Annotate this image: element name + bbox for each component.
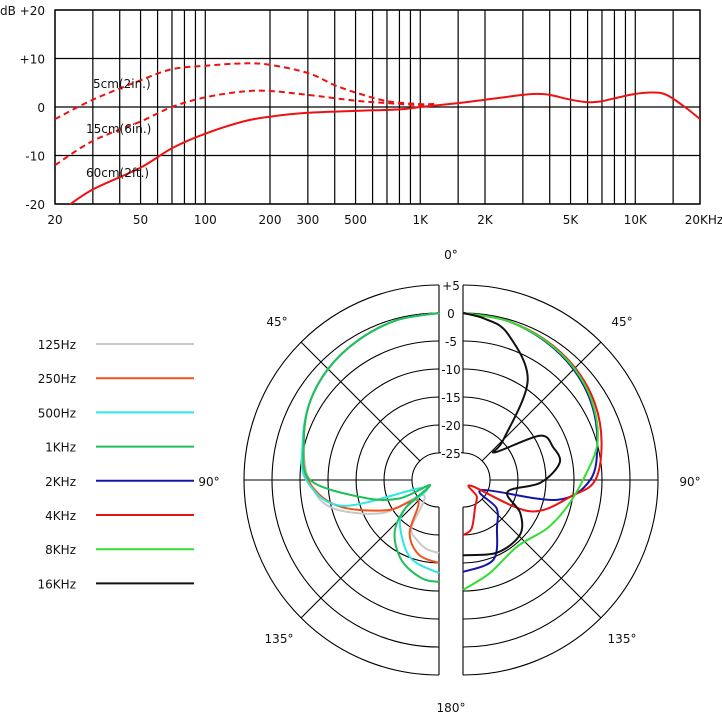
x-tick-label: 2K [477, 213, 494, 227]
r-tick-label: +5 [442, 279, 460, 293]
label-bg [441, 334, 461, 349]
x-tick-label: 20 [47, 213, 62, 227]
plot-frame [54, 9, 701, 205]
x-tick-label: 1K [413, 213, 430, 227]
r-tick-label: -10 [441, 363, 461, 377]
angle-label-lower_left: 135° [265, 632, 294, 646]
legend-label: 4KHz [45, 509, 76, 523]
series-line-5cm(2in.) [55, 62, 438, 120]
y-tick-label: -20 [25, 198, 45, 212]
label-bg [441, 418, 461, 433]
radial-line-left-135 [300, 498, 421, 619]
label-bg [441, 306, 461, 321]
legend-label: 8KHz [45, 543, 76, 557]
polar-series-500Hz [300, 312, 440, 575]
x-tick-label: 5K [563, 213, 580, 227]
polar-series-250Hz [302, 312, 440, 564]
r-tick-label: -25 [441, 447, 461, 461]
label-bg [441, 278, 461, 293]
series-line-60cm(2ft.) [68, 91, 700, 204]
r-tick-label: -20 [441, 419, 461, 433]
legend-label: 1KHz [45, 441, 76, 455]
series-label: 60cm(2ft.) [86, 166, 149, 180]
label-bg [441, 362, 461, 377]
angle-label-upper_left: 45° [266, 315, 287, 329]
legend-label: 250Hz [38, 372, 76, 386]
legend-label: 125Hz [38, 338, 76, 352]
angle-label-left: 90° [198, 475, 219, 489]
y-tick-label: +20 [20, 4, 45, 18]
y-axis-label: dB [0, 4, 16, 18]
x-tick-label: 50 [133, 213, 148, 227]
r-tick-label: 0 [447, 307, 455, 321]
legend-label: 500Hz [38, 406, 76, 420]
x-tick-label: 100 [194, 213, 217, 227]
y-tick-label: -10 [25, 150, 45, 164]
legend-label: 2KHz [45, 475, 76, 489]
polar-series-8KHz [462, 312, 599, 591]
frequency-response-chart: +20 +10 0 -10 -20 dB 20 50 100 200 300 500 1K 2K 5K 10K… [0, 4, 722, 227]
series-label: 15cm(6in.) [86, 122, 151, 136]
spacer [412, 507, 490, 702]
radial-line-right-45 [481, 341, 602, 462]
radial-line-left-45 [300, 341, 421, 462]
label-bg [441, 446, 461, 461]
angle-label-right: 90° [679, 475, 700, 489]
polar-series-2KHz [462, 312, 599, 573]
x-tick-label: 200 [259, 213, 282, 227]
x-tick-label: 500 [344, 213, 367, 227]
x-tick-label: 10K [624, 213, 648, 227]
series-group [55, 62, 700, 204]
y-tick-label: +10 [20, 53, 45, 67]
polar-series-16KHz [462, 312, 562, 557]
r-tick-label: -5 [445, 335, 457, 349]
polar-series-125Hz [302, 312, 440, 554]
label-bg [441, 390, 461, 405]
angle-label-top: 0° [444, 248, 458, 262]
radial-line-right-135 [481, 498, 602, 619]
angle-label-bottom: 180° [437, 701, 466, 715]
polar-series-1KHz [302, 312, 440, 583]
polar-series-4KHz [462, 312, 603, 536]
angle-label-lower_right: 135° [608, 632, 637, 646]
x-tick-label: 20KHz [685, 213, 722, 227]
y-tick-label: 0 [37, 101, 45, 115]
r-tick-label: -15 [441, 391, 461, 405]
angle-label-upper_right: 45° [611, 315, 632, 329]
series-line-15cm(6in.) [55, 89, 438, 167]
series-label: 5cm(2in.) [93, 77, 151, 91]
x-tick-label: 300 [296, 213, 319, 227]
legend-label: 16KHz [38, 577, 76, 591]
